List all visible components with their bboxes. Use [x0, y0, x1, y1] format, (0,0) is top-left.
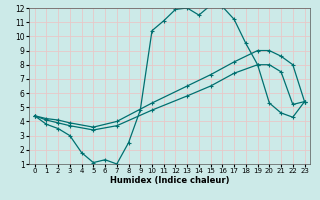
- X-axis label: Humidex (Indice chaleur): Humidex (Indice chaleur): [110, 176, 229, 185]
